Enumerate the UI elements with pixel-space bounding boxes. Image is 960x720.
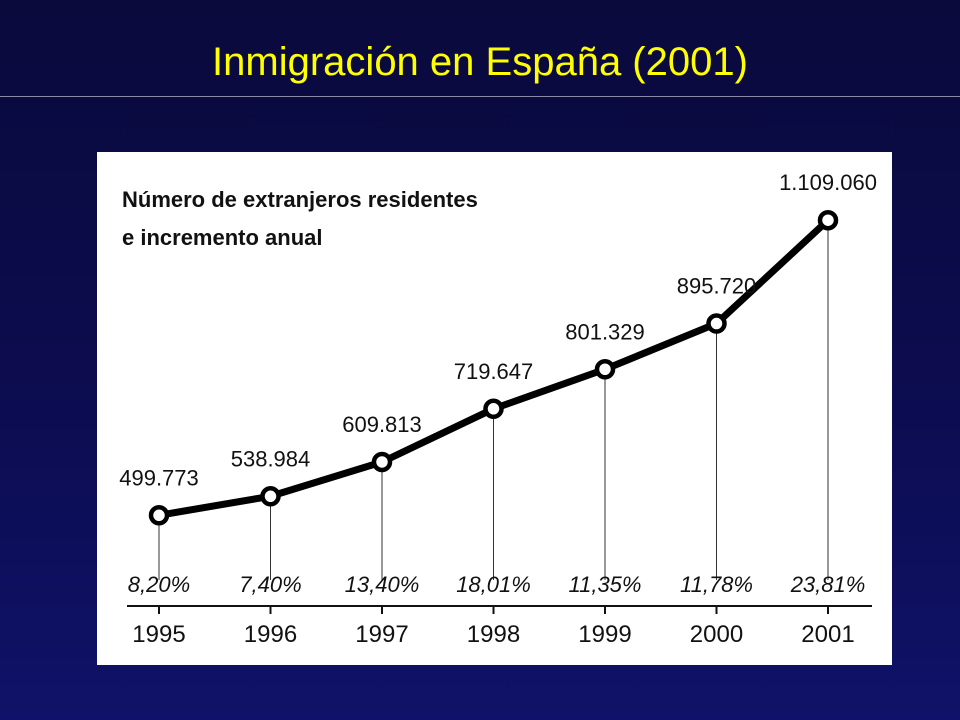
data-label: 609.813 xyxy=(342,412,422,437)
data-point xyxy=(706,313,727,334)
x-tick-label: 1997 xyxy=(355,621,408,648)
data-point xyxy=(817,209,839,231)
data-point xyxy=(483,398,504,420)
data-label: 499.773 xyxy=(119,465,199,490)
data-label: 1.109.060 xyxy=(779,170,877,195)
chart-card: Número de extranjeros residentes e incre… xyxy=(97,152,892,665)
data-point xyxy=(260,486,281,507)
data-point xyxy=(371,451,393,473)
line-chart: Número de extranjeros residentes e incre… xyxy=(119,170,877,648)
x-tick-label: 1999 xyxy=(578,621,631,648)
data-label: 895.720 xyxy=(677,274,757,299)
x-tick-label: 1996 xyxy=(244,621,297,648)
x-tick-label: 2000 xyxy=(690,621,743,648)
chart-heading-line-1: Número de extranjeros residentes xyxy=(122,187,478,212)
increase-label: 13,40% xyxy=(345,572,420,597)
chart-heading-line-2: e incremento anual xyxy=(122,225,323,250)
x-tick-label: 1998 xyxy=(467,621,520,648)
increase-label: 11,35% xyxy=(569,572,642,597)
increase-label: 7,40% xyxy=(239,572,301,597)
data-label: 538.984 xyxy=(231,446,311,471)
data-label: 719.647 xyxy=(454,359,534,384)
data-label: 801.329 xyxy=(565,319,645,344)
increase-label: 11,78% xyxy=(680,572,753,597)
increase-label: 8,20% xyxy=(128,572,190,597)
data-point xyxy=(148,505,170,526)
increase-label: 23,81% xyxy=(790,572,866,597)
slide-title: Inmigración en España (2001) xyxy=(212,40,748,84)
increase-label: 18,01% xyxy=(456,572,531,597)
x-tick-label: 2001 xyxy=(801,621,854,648)
data-point xyxy=(594,359,616,380)
x-tick-label: 1995 xyxy=(132,621,185,648)
title-divider xyxy=(0,96,960,97)
